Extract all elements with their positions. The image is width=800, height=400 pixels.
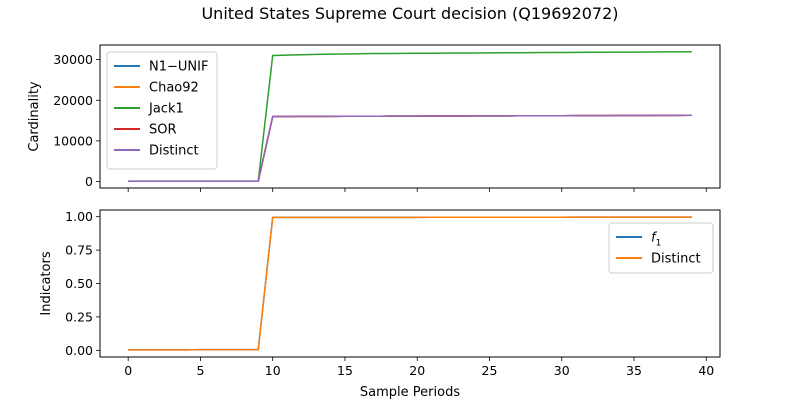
series-line-1-1 <box>128 216 692 351</box>
y-tick-label-0-2: 20000 <box>53 93 93 108</box>
x-tick-label-1-7: 35 <box>626 363 642 378</box>
legend-label-1-0: f1 <box>651 231 661 249</box>
y-tick-label-0-0: 0 <box>85 174 93 189</box>
legend-1: f1 Distinct <box>608 222 714 274</box>
x-tick-label-1-5: 25 <box>482 363 498 378</box>
y-tick-label-1-0: 0.00 <box>65 343 93 358</box>
legend-box-0 <box>106 51 218 170</box>
x-tick-label-1-4: 20 <box>409 363 425 378</box>
y-tick-label-1-2: 0.50 <box>65 276 93 291</box>
x-tick-label-1-6: 30 <box>554 363 570 378</box>
legend-0: N1−UNIF Chao92 Jack1 SOR Distinct <box>106 51 218 170</box>
legend-label-0-0: N1−UNIF <box>149 60 208 75</box>
series-line-0-4 <box>128 114 692 183</box>
axes-frame-0 <box>99 44 721 189</box>
y-tick-label-0-1: 10000 <box>53 133 93 148</box>
legend-label-0-4: Distinct <box>149 144 199 159</box>
x-tick-label-1-3: 15 <box>337 363 353 378</box>
y-tick-label-1-3: 0.75 <box>65 243 93 258</box>
legend-label-0-3: SOR <box>149 123 177 138</box>
x-axis-label-1: Sample Periods <box>360 385 460 400</box>
legend-label-1-1: Distinct <box>651 252 701 267</box>
x-tick-label-1-2: 10 <box>265 363 281 378</box>
legend-label-0-1: Chao92 <box>149 81 199 96</box>
indicators-panel: 0 5 10 15 20 25 30 35 40 0.00 0.25 0.50 0.75 1.00 Indi… <box>39 209 721 400</box>
x-tick-label-1-0: 0 <box>124 363 132 378</box>
legend-label-subscript-1-0: 1 <box>656 239 662 249</box>
figure-title: United States Supreme Court decision (Q1… <box>201 4 618 23</box>
y-tick-label-1-4: 1.00 <box>65 209 93 224</box>
x-tick-label-1-8: 40 <box>698 363 714 378</box>
y-tick-label-1-1: 0.25 <box>65 309 93 324</box>
y-axis-label-0: Cardinality <box>27 81 42 152</box>
legend-box-1 <box>608 222 714 274</box>
y-tick-label-0-3: 30000 <box>53 52 93 67</box>
x-tick-label-1-1: 5 <box>196 363 204 378</box>
y-axis-label-1: Indicators <box>39 251 54 315</box>
cardinality-panel: 0 10000 20000 30000 Cardinality N1−UNIF Chao92… <box>27 44 721 192</box>
legend-label-0-2: Jack1 <box>148 102 184 117</box>
